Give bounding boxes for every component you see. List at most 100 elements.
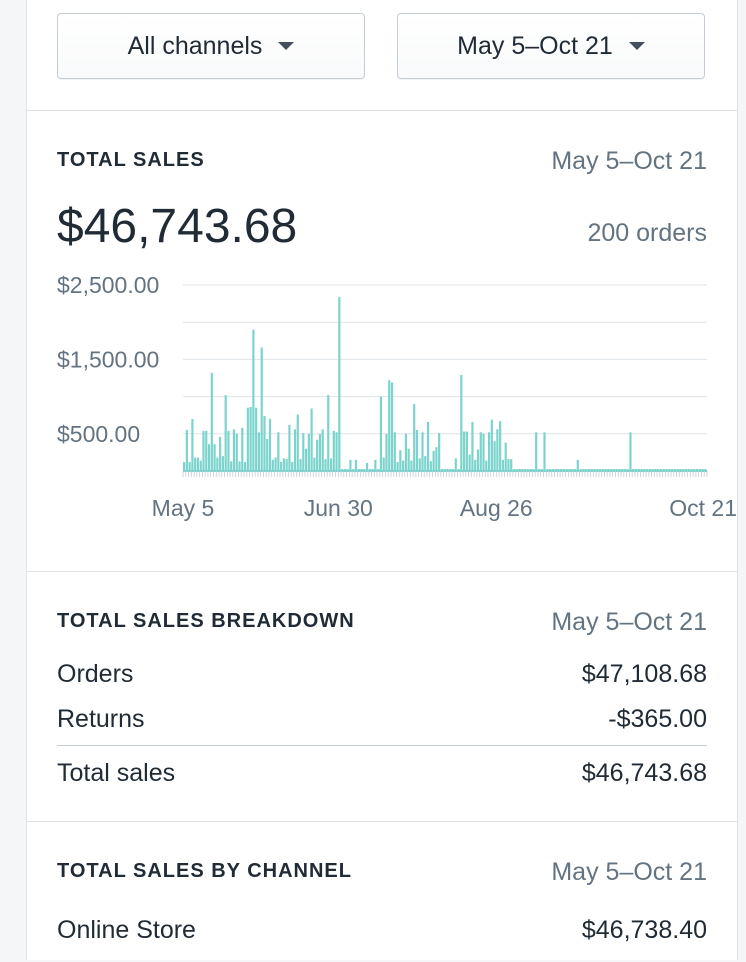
chart-bar (296, 414, 299, 471)
chart-bar (199, 460, 202, 471)
chart-bar (227, 430, 230, 471)
chart-bar (504, 442, 507, 471)
breakdown-label: Returns (57, 705, 145, 733)
chart-bar (429, 461, 432, 471)
chart-bar (188, 462, 191, 471)
breakdown-row-total: Total sales $46,743.68 (57, 759, 707, 788)
chart-bar (185, 430, 188, 471)
total-sales-amount: $46,743.68 (57, 200, 298, 253)
chart-bar (404, 433, 407, 471)
chart-bar (327, 395, 330, 471)
chart-bar (310, 408, 313, 471)
chart-bar (421, 432, 424, 471)
chart-bar (266, 439, 269, 471)
chart-bar (576, 459, 579, 471)
chart-bar (216, 457, 219, 471)
chart-bar (194, 457, 197, 471)
chart-bar (385, 433, 388, 471)
x-tick-label: Oct 21 (669, 495, 737, 521)
chart-bar (468, 454, 471, 471)
chart-bar (399, 450, 402, 471)
chart-bar (535, 432, 538, 471)
chart-bar (191, 418, 194, 471)
y-tick-label: $2,500.00 (57, 272, 159, 298)
chart-bar (474, 459, 477, 471)
chart-bar (365, 462, 369, 471)
chart-bar (282, 458, 285, 471)
chart-bar (271, 459, 274, 471)
chart-bar (435, 447, 438, 471)
chart-bar (487, 432, 491, 471)
chart-bar (293, 429, 297, 471)
chart-bar (280, 462, 283, 471)
breakdown-value: $47,108.68 (581, 660, 707, 688)
chart-bar (501, 459, 505, 471)
chart-bar (332, 430, 335, 471)
chart-bar (402, 460, 405, 471)
chart-bar (329, 458, 333, 471)
chart-bar (235, 433, 238, 471)
date-range-label: May 5–Oct 21 (457, 31, 613, 60)
chart-bar (388, 380, 391, 471)
chart-bar (335, 432, 338, 471)
chart-bar (252, 329, 255, 471)
breakdown-heading: TOTAL SALES BREAKDOWN (57, 610, 355, 632)
chart-bar (299, 459, 302, 471)
chart-bar (304, 448, 308, 471)
sales-chart: $2,500.00 $1,500.00 $500.00 May 5 Jun 30 Aug… (57, 272, 737, 521)
channel-heading: TOTAL SALES BY CHANNEL (57, 860, 352, 882)
chart-bar (302, 433, 305, 471)
chart-bar (413, 404, 416, 471)
breakdown-label: Orders (57, 660, 134, 688)
chart-bar (379, 396, 383, 471)
channel-filter-label: All channels (127, 31, 263, 60)
sales-by-channel-card: TOTAL SALES BY CHANNEL May 5–Oct 21 Onli… (27, 822, 737, 962)
chart-bar (288, 424, 291, 471)
chart-bar (213, 444, 216, 471)
chart-bar (482, 433, 485, 471)
chart-bar (263, 415, 266, 471)
chart-bar (418, 458, 421, 471)
chart-bar (268, 418, 272, 471)
chart-bar (407, 448, 410, 471)
chart-bar (257, 432, 261, 471)
chart-bar (205, 430, 208, 471)
chart-bar (454, 458, 457, 471)
channel-label: Online Store (57, 916, 196, 944)
total-sales-date-range: May 5–Oct 21 (551, 147, 707, 175)
chart-bar (438, 433, 441, 471)
chart-bar (349, 459, 352, 471)
caret-down-icon (628, 42, 645, 50)
chart-bar (479, 432, 482, 471)
breakdown-total-label: Total sales (57, 759, 176, 787)
chart-bar (277, 432, 280, 471)
x-tick-label: Jun 30 (304, 495, 373, 521)
chart-bar (224, 395, 227, 471)
chart-bar (260, 347, 263, 471)
chart-bar (274, 457, 277, 471)
chart-bar (543, 432, 546, 471)
sales-breakdown-card: TOTAL SALES BREAKDOWN May 5–Oct 21 Order… (27, 572, 737, 822)
chart-bar (196, 457, 200, 471)
x-tick-label: May 5 (152, 495, 215, 521)
channel-filter-dropdown[interactable]: All channels (57, 13, 365, 79)
chart-bar (230, 461, 233, 471)
chart-bar (465, 431, 468, 471)
chart-bar (318, 433, 322, 471)
date-range-dropdown[interactable]: May 5–Oct 21 (397, 13, 705, 79)
chart-bar (210, 372, 213, 471)
breakdown-row-returns: Returns -$365.00 (57, 705, 707, 734)
reports-panel: All channels May 5–Oct 21 TOTAL SALES Ma… (26, 0, 738, 960)
channel-date-range: May 5–Oct 21 (551, 858, 707, 886)
chart-bar (490, 419, 493, 471)
breakdown-value: -$365.00 (608, 705, 707, 733)
y-tick-label: $500.00 (57, 421, 140, 447)
chart-bar (382, 457, 385, 471)
chart-bar (241, 427, 244, 471)
chart-bar (463, 431, 466, 471)
chart-bar (393, 432, 396, 471)
y-tick-label: $1,500.00 (57, 346, 159, 372)
chart-bar (202, 430, 205, 471)
chart-bar (496, 429, 499, 471)
chart-bar (390, 382, 394, 471)
